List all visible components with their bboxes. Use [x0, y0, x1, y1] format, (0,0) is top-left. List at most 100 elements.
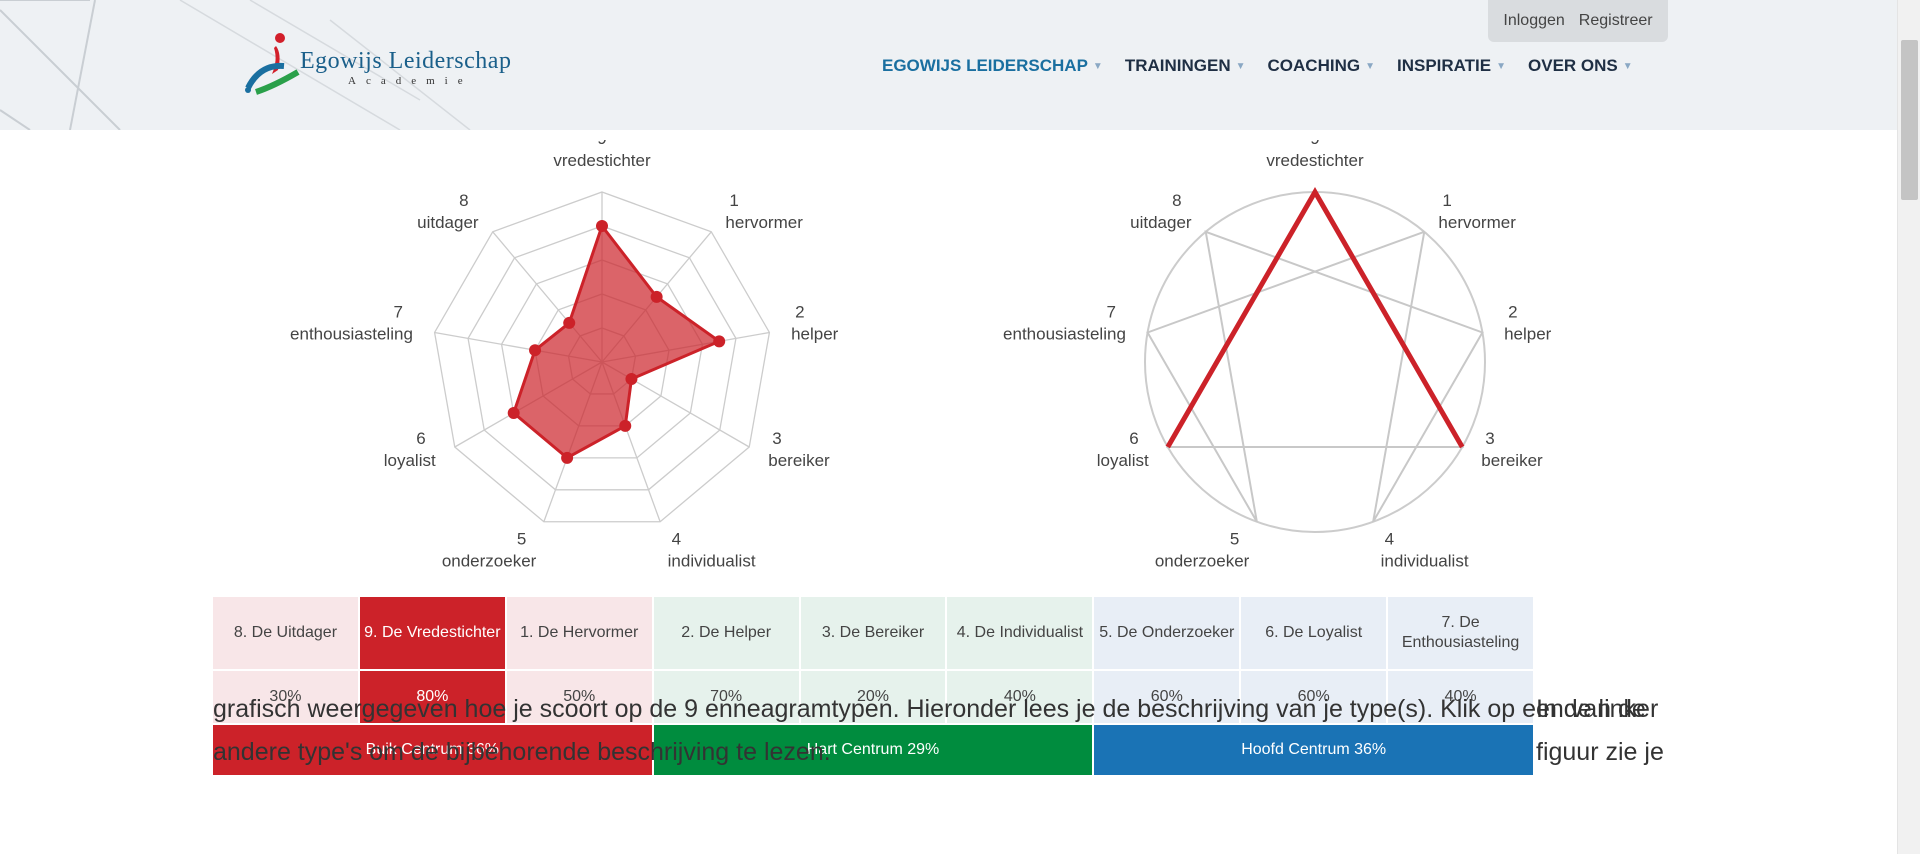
- axis-number-label: 6: [416, 429, 425, 448]
- nav-over-ons[interactable]: OVER ONS ▼: [1528, 56, 1633, 76]
- percentage-row: 30% 80% 50% 70% 20% 40% 60% 60% 40%: [213, 669, 1535, 723]
- percentage-cell: 60%: [1094, 671, 1240, 723]
- percentage-cell: 70%: [653, 671, 799, 723]
- axis-name-label: vredestichter: [553, 151, 651, 170]
- axis-name-label: loyalist: [384, 451, 436, 470]
- axis-name-label: onderzoeker: [442, 552, 537, 570]
- type-cell[interactable]: 3. De Bereiker: [800, 597, 946, 669]
- nav-egowijs-leiderschap[interactable]: EGOWIJS LEIDERSCHAP ▼: [882, 56, 1103, 76]
- radar-grid-ring: [467, 225, 737, 491]
- axis-number-label: 1: [1442, 191, 1451, 210]
- radar-point: [563, 316, 576, 329]
- percentage-cell: 80%: [359, 671, 505, 723]
- radar-chart: 9 vredestichter 1 hervormer 2 helper 3 bereiker…: [290, 140, 839, 570]
- caret-down-icon: ▼: [1365, 60, 1375, 72]
- caret-down-icon: ▼: [1622, 60, 1633, 72]
- radar-grid-ring: [433, 191, 771, 523]
- caret-down-icon: ▼: [1496, 60, 1507, 72]
- page-scrollbar[interactable]: [1897, 0, 1920, 854]
- radar-point: [713, 335, 726, 348]
- caret-down-icon: ▼: [1092, 60, 1103, 72]
- type-cell[interactable]: 5. De Onderzoeker: [1094, 597, 1240, 669]
- type-cell[interactable]: 9. De Vredestichter: [359, 597, 505, 669]
- axis-name-label: hervormer: [1438, 213, 1516, 232]
- axis-name-label: uitdager: [1130, 213, 1192, 232]
- axis-name-label: hervormer: [725, 213, 803, 232]
- axis-name-label: helper: [1504, 324, 1552, 343]
- intro-text: grafisch weergegeven hoe je scoort op de…: [213, 695, 1646, 766]
- nav-label: OVER ONS: [1528, 56, 1618, 75]
- type-cell[interactable]: 8. De Uitdager: [213, 597, 358, 669]
- axis-number-label: 6: [1129, 429, 1138, 448]
- axis-number-label: 4: [672, 530, 681, 549]
- site-header: Egowijs Leiderschap Academie Inloggen Re…: [0, 0, 1897, 130]
- radar-series-area: [511, 222, 723, 460]
- percentage-cell: 30%: [213, 671, 358, 723]
- enneagram-highlight-line: [1165, 186, 1465, 449]
- axis-name-label: loyalist: [1097, 451, 1149, 470]
- caret-down-icon: ▼: [1235, 60, 1246, 72]
- logo-subtitle: Academie: [348, 75, 473, 87]
- axis-name-label: onderzoeker: [1155, 552, 1250, 570]
- percentage-cell: 20%: [800, 671, 946, 723]
- type-cell[interactable]: 2. De Helper: [653, 597, 799, 669]
- center-hart-cell: Hart Centrum 29%: [653, 725, 1093, 775]
- type-cell[interactable]: 4. De Individualist: [947, 597, 1093, 669]
- nav-coaching[interactable]: COACHING ▼: [1268, 56, 1375, 76]
- radar-point: [529, 344, 542, 357]
- account-links: Inloggen Registreer: [1488, 0, 1668, 42]
- axis-number-label: 3: [1485, 429, 1494, 448]
- nav-trainingen[interactable]: TRAININGEN ▼: [1125, 56, 1246, 76]
- percentage-cell: 60%: [1241, 671, 1387, 723]
- axis-number-label: 2: [795, 302, 804, 321]
- main-nav: EGOWIJS LEIDERSCHAP ▼ TRAININGEN ▼ COACHIN…: [882, 56, 1655, 76]
- axis-name-label: bereiker: [1481, 451, 1543, 470]
- axis-number-label: 8: [459, 191, 468, 210]
- center-hoofd-cell: Hoofd Centrum 36%: [1094, 725, 1534, 775]
- axis-name-label: enthousiasteling: [1003, 324, 1126, 343]
- axis-number-label: 4: [1385, 530, 1394, 549]
- percentage-cell: 40%: [1388, 671, 1534, 723]
- axis-name-label: enthousiasteling: [290, 324, 413, 343]
- axis-number-label: 5: [1230, 530, 1239, 549]
- axis-number-label: 8: [1172, 191, 1181, 210]
- percentage-cell: 40%: [947, 671, 1093, 723]
- logo-title: Egowijs Leiderschap: [300, 48, 512, 74]
- axis-name-label: bereiker: [768, 451, 830, 470]
- type-row: 8. De Uitdager 9. De Vredestichter 1. De H…: [213, 597, 1535, 669]
- axis-number-label: 5: [517, 530, 526, 549]
- header-decoration: [0, 0, 471, 130]
- enneagram-circle: [1144, 191, 1486, 533]
- axis-number-label: 9: [1310, 140, 1319, 148]
- center-row: Buik Centrum 36% Hart Centrum 29% Hoofd Ce…: [213, 725, 1535, 775]
- nav-label: EGOWIJS LEIDERSCHAP: [882, 56, 1088, 75]
- nav-inspiratie[interactable]: INSPIRATIE ▼: [1397, 56, 1506, 76]
- axis-name-label: individualist: [1381, 552, 1469, 570]
- logo-figure-icon: [245, 33, 300, 95]
- axis-name-label: helper: [791, 324, 839, 343]
- intro-text-start: In de linker figuur zie je: [1536, 695, 1664, 766]
- nav-label: INSPIRATIE: [1396, 56, 1492, 75]
- axis-number-label: 7: [1106, 302, 1115, 321]
- axis-number-label: 1: [729, 191, 738, 210]
- radar-point: [507, 407, 520, 419]
- percentage-cell: 50%: [506, 671, 652, 723]
- radar-point: [625, 373, 638, 385]
- radar-point: [619, 419, 632, 432]
- login-link[interactable]: Inloggen: [1503, 12, 1565, 29]
- type-cell[interactable]: 6. De Loyalist: [1241, 597, 1387, 669]
- radar-grid-ring: [500, 259, 704, 459]
- axis-number-label: 2: [1508, 302, 1517, 321]
- type-cell[interactable]: 1. De Hervormer: [506, 597, 652, 669]
- nav-label: TRAININGEN: [1124, 56, 1231, 75]
- register-link[interactable]: Registreer: [1578, 12, 1653, 29]
- radar-point: [596, 220, 608, 232]
- scrollbar-thumb[interactable]: [1901, 40, 1918, 200]
- enneagram-chart: 9 vredestichter 1 hervormer 2 helper 3 bereiker…: [1003, 140, 1552, 570]
- type-cell[interactable]: 7. De Enthousiasteling: [1388, 597, 1534, 669]
- axis-number-label: 3: [772, 429, 781, 448]
- logo[interactable]: Egowijs Leiderschap Academie: [240, 30, 530, 100]
- radar-point: [561, 451, 574, 464]
- axis-name-label: uitdager: [417, 213, 479, 232]
- score-table: 8. De Uitdager 9. De Vredestichter 1. De H…: [213, 597, 1535, 775]
